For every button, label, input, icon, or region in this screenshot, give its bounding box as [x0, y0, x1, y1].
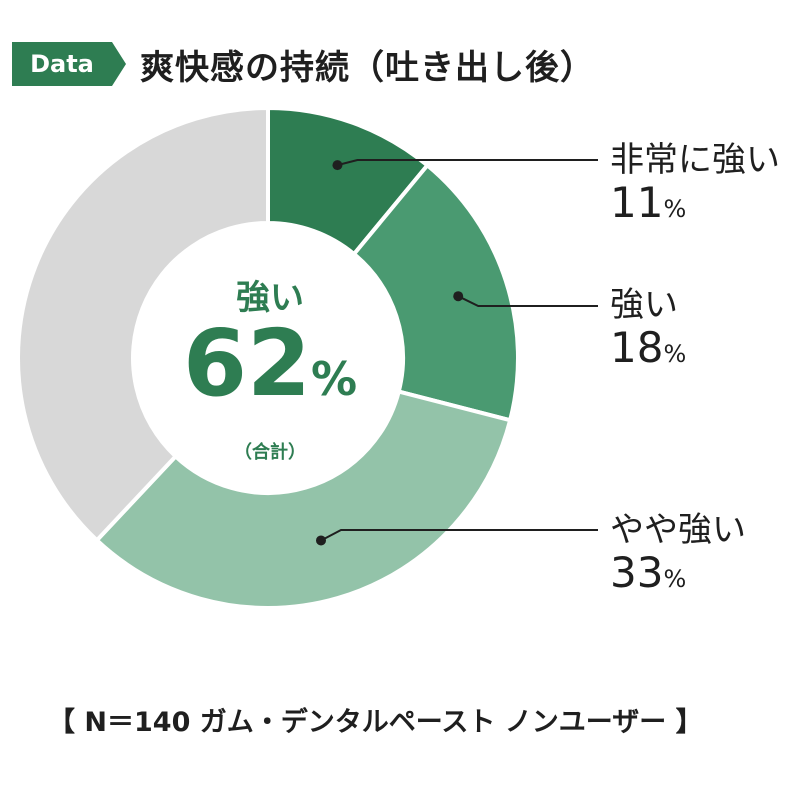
center-value: 62: [182, 310, 311, 417]
leader-dot: [453, 291, 464, 302]
segment-label-strong: 強い 18%: [610, 285, 686, 377]
slice-other: [16, 105, 270, 544]
leader-line: [337, 159, 598, 167]
chart-title: 爽快感の持続（吐き出し後）: [140, 48, 595, 88]
leader-line: [457, 295, 598, 307]
value-unit: %: [663, 565, 687, 593]
segment-label-somewhat-strong: やや強い 33%: [610, 510, 746, 602]
segment-name: やや強い: [610, 510, 746, 550]
value-unit: %: [663, 195, 687, 223]
segment-label-very-strong: 非常に強い 11%: [610, 140, 780, 232]
value-number: 11: [610, 178, 664, 227]
leader-dot: [332, 160, 343, 171]
center-total: 62%: [140, 318, 400, 410]
segment-name: 非常に強い: [610, 140, 780, 180]
value-number: 33: [610, 548, 664, 597]
slice-strong: [351, 162, 520, 423]
value-unit: %: [663, 340, 687, 368]
value-number: 18: [610, 323, 664, 372]
badge-label: Data: [30, 50, 94, 78]
center-unit: %: [310, 352, 358, 406]
leader-line: [320, 529, 598, 542]
badge-shape: [12, 42, 126, 86]
segment-value: 33%: [610, 550, 746, 602]
segment-name: 強い: [610, 285, 678, 325]
data-badge: Data: [12, 42, 126, 86]
slice-somewhat-strong: [94, 389, 513, 610]
sample-note: 【 N＝140 ガム・デンタルペースト ノンユーザー 】: [48, 707, 703, 738]
center-note: （合計）: [234, 442, 306, 463]
segment-value: 11%: [610, 180, 780, 232]
center-label: 強い: [236, 278, 304, 318]
segment-value: 18%: [610, 325, 686, 377]
leader-dot: [316, 535, 327, 546]
